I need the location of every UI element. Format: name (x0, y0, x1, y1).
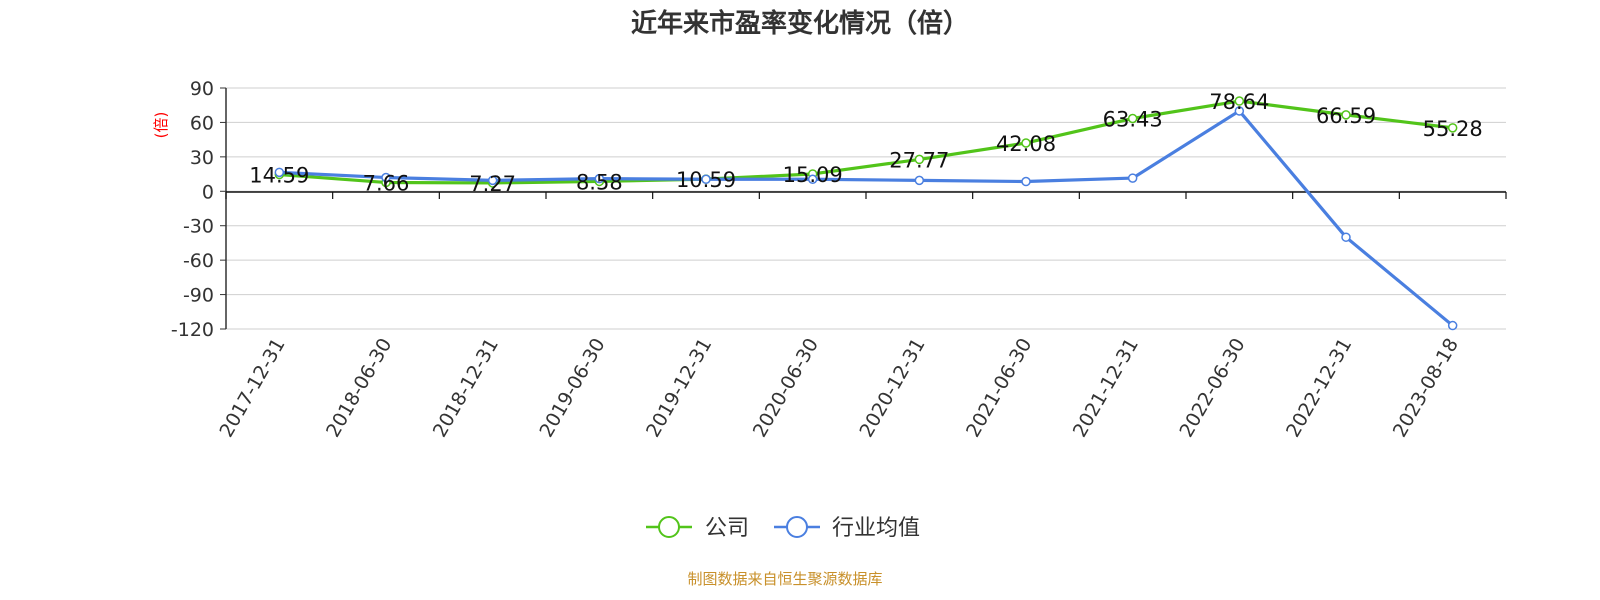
y-tick-label: 60 (190, 112, 214, 134)
data-point[interactable] (807, 174, 818, 184)
y-tick-label: 30 (190, 147, 214, 169)
data-point[interactable] (1127, 113, 1138, 124)
data-label: 14.59 (249, 164, 309, 188)
x-tick-label: 2019-12-31 (642, 335, 716, 442)
x-tick-label: 2023-08-18 (1389, 335, 1463, 442)
data-point[interactable] (381, 172, 391, 183)
data-point[interactable] (1234, 106, 1245, 116)
data-label: 42.08 (996, 132, 1056, 156)
data-point[interactable] (1447, 320, 1458, 331)
legend-item[interactable]: 行业均值 (774, 516, 920, 541)
legend[interactable]: 公司 行业均值 (646, 516, 920, 541)
data-point[interactable] (487, 175, 498, 186)
data-point[interactable] (1341, 110, 1351, 120)
x-tick-label: 2019-06-30 (535, 335, 609, 442)
y-tick-label: -30 (183, 216, 214, 238)
x-tick-label: 2017-12-31 (215, 335, 289, 442)
data-label: 7.27 (469, 172, 516, 196)
legend-label: 公司 (705, 516, 749, 541)
data-label: 27.77 (889, 148, 949, 172)
x-tick-label: 2018-12-31 (429, 334, 503, 441)
data-labels: 14.59 7.66 7.27 8.58 10.59 15.09 27.77 42.08 63.… (249, 90, 1482, 196)
data-point[interactable] (914, 154, 925, 165)
data-point[interactable] (1021, 138, 1031, 148)
x-tick-label: 2020-06-30 (749, 335, 823, 442)
data-point[interactable] (1127, 173, 1138, 183)
series-line (279, 99, 1453, 185)
data-label: 63.43 (1103, 107, 1163, 131)
x-tick-label: 2021-12-31 (1069, 335, 1143, 442)
legend-marker (658, 516, 680, 538)
chart-title: 近年来市盈率变化情况（倍） (631, 8, 969, 39)
legend-label: 行业均值 (832, 516, 920, 541)
x-tick-label: 2020-12-31 (855, 334, 929, 441)
y-tick-label: -60 (183, 250, 214, 272)
y-tick-label: 90 (190, 78, 214, 100)
grid-lines (226, 87, 1506, 330)
data-label: 8.58 (576, 170, 623, 194)
x-tick-label: 2018-06-30 (322, 335, 396, 442)
data-point[interactable] (594, 173, 605, 184)
data-label: 78.64 (1209, 90, 1269, 114)
y-axis-label: (倍) (152, 112, 170, 139)
series-line (279, 109, 1454, 327)
x-tick-label: 2022-12-31 (1282, 335, 1356, 442)
data-point[interactable] (914, 175, 925, 186)
x-tick-label: 2021-06-30 (962, 335, 1036, 442)
data-label: 10.59 (676, 168, 736, 192)
data-label: 15.09 (783, 163, 843, 187)
y-tick-label: -90 (183, 285, 214, 307)
data-point[interactable] (274, 167, 285, 178)
legend-item[interactable]: 公司 (646, 516, 749, 541)
y-tick-label: 0 (202, 181, 214, 203)
data-label: 55.28 (1423, 117, 1483, 141)
data-point[interactable] (1021, 176, 1031, 187)
data-point[interactable] (701, 174, 711, 184)
x-tick-label: 2022-06-30 (1175, 335, 1249, 442)
data-point[interactable] (1234, 96, 1245, 106)
data-point[interactable] (1341, 232, 1351, 242)
y-tick-label: -120 (171, 319, 214, 341)
legend-marker (786, 516, 808, 538)
data-source-note: 制图数据来自恒生聚源数据库 (687, 570, 882, 588)
series-lines (274, 96, 1458, 331)
data-point[interactable] (1447, 123, 1458, 133)
data-label: 66.59 (1316, 104, 1376, 128)
data-label: 7.66 (363, 171, 410, 195)
